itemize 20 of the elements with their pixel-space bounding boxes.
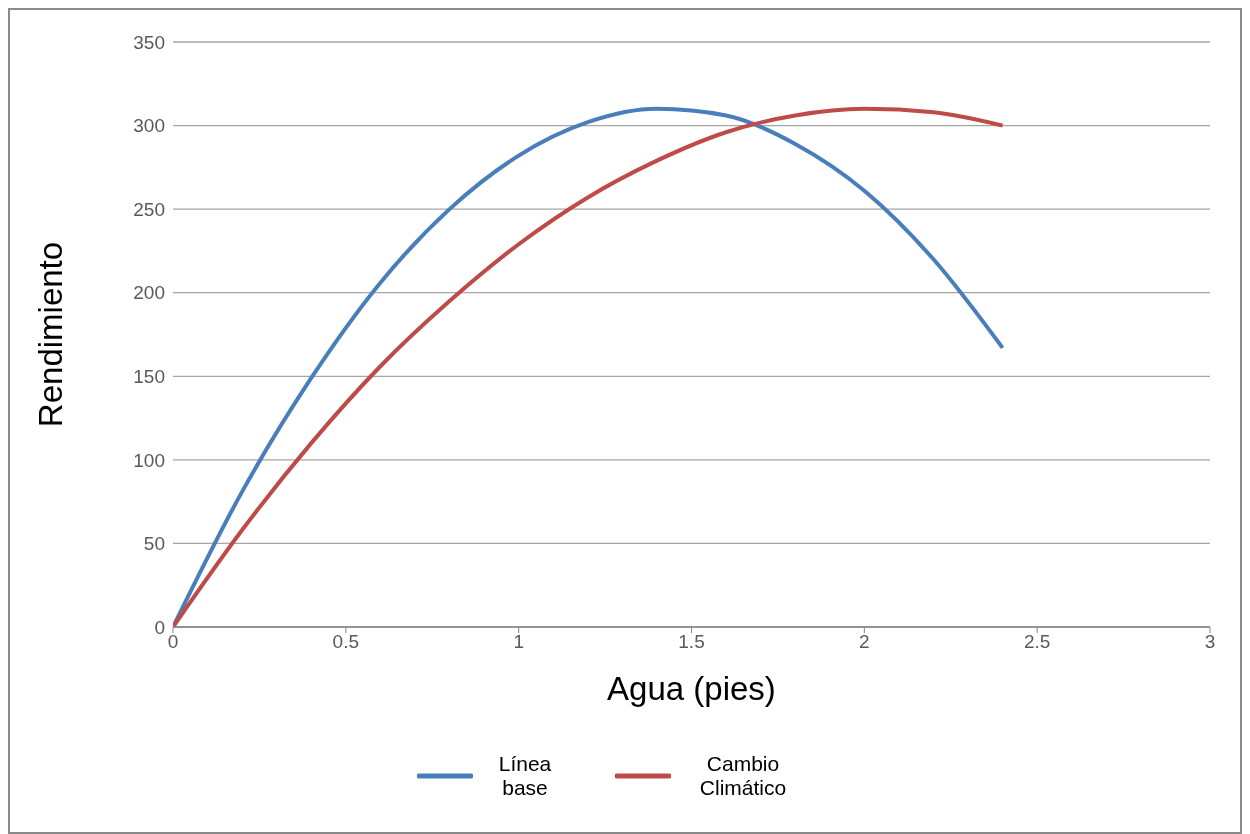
- x-tick-label: 3: [1204, 631, 1216, 653]
- x-tick-label: 1.5: [678, 631, 705, 653]
- y-tick-label: 250: [133, 198, 165, 220]
- x-tick-label: 2: [859, 631, 870, 653]
- y-axis-title: Rendimiento: [31, 241, 69, 428]
- y-tick-label: 100: [133, 449, 165, 471]
- y-tick-label: 200: [133, 282, 165, 304]
- x-tick-label: 2.5: [1023, 631, 1051, 653]
- y-tick-label: 300: [133, 115, 165, 137]
- x-axis-title: Agua (pies): [607, 670, 776, 708]
- x-tick-label: 1: [513, 631, 524, 653]
- y-tick-label: 350: [133, 31, 165, 53]
- legend-label: Cambio Climático: [698, 752, 788, 800]
- y-tick-label: 0: [154, 616, 165, 638]
- x-tick-label: 0: [167, 631, 179, 653]
- y-tick-label: 150: [133, 366, 165, 388]
- line-series: [173, 106, 1005, 627]
- legend-label: Línea base: [497, 752, 553, 800]
- y-tick-label: 50: [143, 533, 165, 555]
- x-tick-label: 0.5: [332, 631, 360, 653]
